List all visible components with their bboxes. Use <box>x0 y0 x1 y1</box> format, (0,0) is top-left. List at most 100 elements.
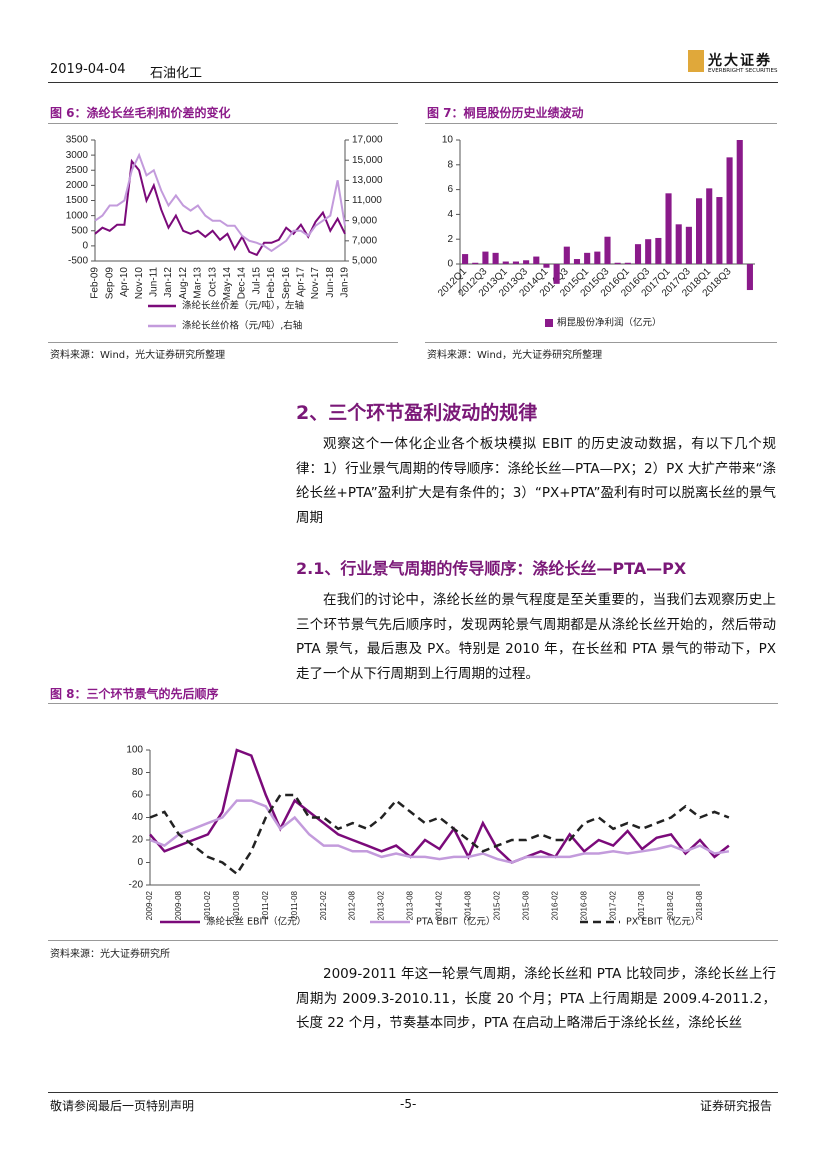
y-tick-label: 500 <box>71 225 88 236</box>
paragraph: 2009-2011 年这一轮景气周期，涤纶长丝和 PTA 比较同步，涤纶长丝上行… <box>296 966 776 1031</box>
bar <box>502 261 509 264</box>
bar <box>533 256 540 264</box>
bar <box>726 157 733 264</box>
legend-label: 涤纶长丝价差（元/吨），左轴 <box>182 300 304 312</box>
y-tick-label: 20 <box>132 835 144 846</box>
header-rule <box>48 82 778 83</box>
bar <box>736 140 743 264</box>
footer-rule <box>48 1092 778 1093</box>
subsection-heading: 2.1、行业景气周期的传导顺序：涤纶长丝—PTA—PX <box>296 559 687 578</box>
y-tick-label: 100 <box>126 745 143 756</box>
bar <box>584 252 591 264</box>
legend-label: PX EBIT（亿元） <box>626 916 700 928</box>
chart: -500 0 500 1000 1500 2000 2500 3000 3500 5,000 7,0… <box>66 135 383 332</box>
bar <box>543 264 550 268</box>
x-tick-label: 2009-02 <box>145 890 154 920</box>
header-date: 2019-04-04 <box>50 62 126 77</box>
bar <box>716 197 723 264</box>
x-tick-label: Oct-13 <box>207 267 218 297</box>
x-tick-label: 2013-02 <box>377 890 386 920</box>
x-tick-label: 2017-08 <box>637 890 646 920</box>
bar <box>472 262 479 264</box>
line-series <box>94 152 346 253</box>
legend-label: 涤纶长丝 EBIT（亿元） <box>206 916 306 928</box>
y-tick-label: 2500 <box>66 165 89 176</box>
x-tick-label: Jan-19 <box>340 267 351 298</box>
y-tick-label: -500 <box>68 256 88 267</box>
logo-icon <box>688 50 704 72</box>
paragraph: 观察这个一体化企业各个板块模拟 EBIT 的历史波动数据，有以下几个规律：1）行… <box>296 436 776 526</box>
legend-label: 桐昆股份净利润（亿元） <box>557 317 662 329</box>
bar <box>685 226 692 264</box>
bar <box>482 251 489 264</box>
bar <box>696 198 703 264</box>
y-tick-label: 0 <box>137 857 143 868</box>
x-tick-label: Mar-13 <box>193 267 204 299</box>
x-tick-label: Feb-09 <box>90 267 101 299</box>
bar <box>563 246 570 264</box>
bar <box>675 224 682 264</box>
y2-tick-label: 5,000 <box>352 256 377 267</box>
bar <box>523 260 530 264</box>
rule <box>48 123 398 124</box>
figure-title: 图 6：涤纶长丝毛利和价差的变化 <box>50 106 231 120</box>
logo-text: 光大证券 <box>708 53 772 69</box>
bar <box>462 254 469 264</box>
y-tick-label: 4 <box>447 209 453 220</box>
x-tick-label: Dec-14 <box>237 267 248 300</box>
y-tick-label: 2000 <box>66 180 89 191</box>
bar <box>492 252 499 264</box>
footer-disclaimer: 敬请参阅最后一页特别声明 <box>50 1099 195 1113</box>
bar <box>624 262 631 264</box>
y2-tick-label: 15,000 <box>352 155 383 166</box>
x-tick-label: Apr-17 <box>296 267 307 297</box>
bar <box>512 261 519 264</box>
y-tick-label: 3000 <box>66 150 89 161</box>
x-tick-label: Jan-12 <box>163 267 174 298</box>
y2-tick-label: 17,000 <box>352 135 383 146</box>
x-tick-label: 2010-02 <box>203 890 212 920</box>
line-series <box>149 793 730 876</box>
figure-title: 图 7：桐昆股份历史业绩波动 <box>427 106 584 120</box>
bar <box>614 262 621 264</box>
x-tick-label: Jun-18 <box>325 267 336 298</box>
x-tick-label: 2018-02 <box>666 890 675 920</box>
x-tick-label: Apr-10 <box>119 267 130 297</box>
y-tick-label: 10 <box>442 135 454 146</box>
y-tick-label: 0 <box>82 241 88 252</box>
x-tick-label: 2011-02 <box>261 890 270 919</box>
x-tick-label: 2014-08 <box>464 890 473 920</box>
legend-swatch <box>545 319 553 327</box>
rule <box>48 342 398 343</box>
paragraph: 在我们的讨论中，涤纶长丝的景气程度是至关重要的，当我们去观察历史上三个环节景气先… <box>296 592 776 682</box>
line-series <box>149 748 730 864</box>
y-tick-label: 3500 <box>66 135 89 146</box>
line-series <box>149 799 730 864</box>
y-tick-label: 6 <box>447 184 453 195</box>
x-tick-label: Jul-15 <box>251 267 262 295</box>
y-tick-label: 40 <box>132 812 144 823</box>
bar <box>573 259 581 264</box>
x-tick-label: 2017-02 <box>608 890 617 920</box>
section-heading: 2、三个环节盈利波动的规律 <box>296 402 538 424</box>
x-tick-label: Sep-16 <box>281 267 292 300</box>
header-sector: 石油化工 <box>150 66 203 81</box>
x-tick-label: Jun-11 <box>148 267 159 297</box>
bar <box>634 244 642 264</box>
rule <box>48 940 778 941</box>
y-tick-label: 1000 <box>66 210 89 221</box>
x-tick-label: 2014-02 <box>435 890 444 920</box>
y-tick-label: 8 <box>447 159 453 170</box>
x-tick-label: 2016-08 <box>579 890 588 920</box>
x-tick-label: 2009-08 <box>174 890 183 920</box>
x-tick-label: 2016-02 <box>550 890 559 920</box>
x-tick-label: May-14 <box>222 267 233 301</box>
y2-tick-label: 7,000 <box>352 235 377 246</box>
bar <box>746 264 753 291</box>
logo-en: EVERBRIGHT SECURITIES <box>708 68 778 74</box>
x-tick-label: Nov-17 <box>310 267 321 300</box>
x-tick-label: Feb-16 <box>266 267 277 299</box>
x-tick-label: 2013-08 <box>406 890 415 920</box>
y2-tick-label: 11,000 <box>352 195 382 206</box>
